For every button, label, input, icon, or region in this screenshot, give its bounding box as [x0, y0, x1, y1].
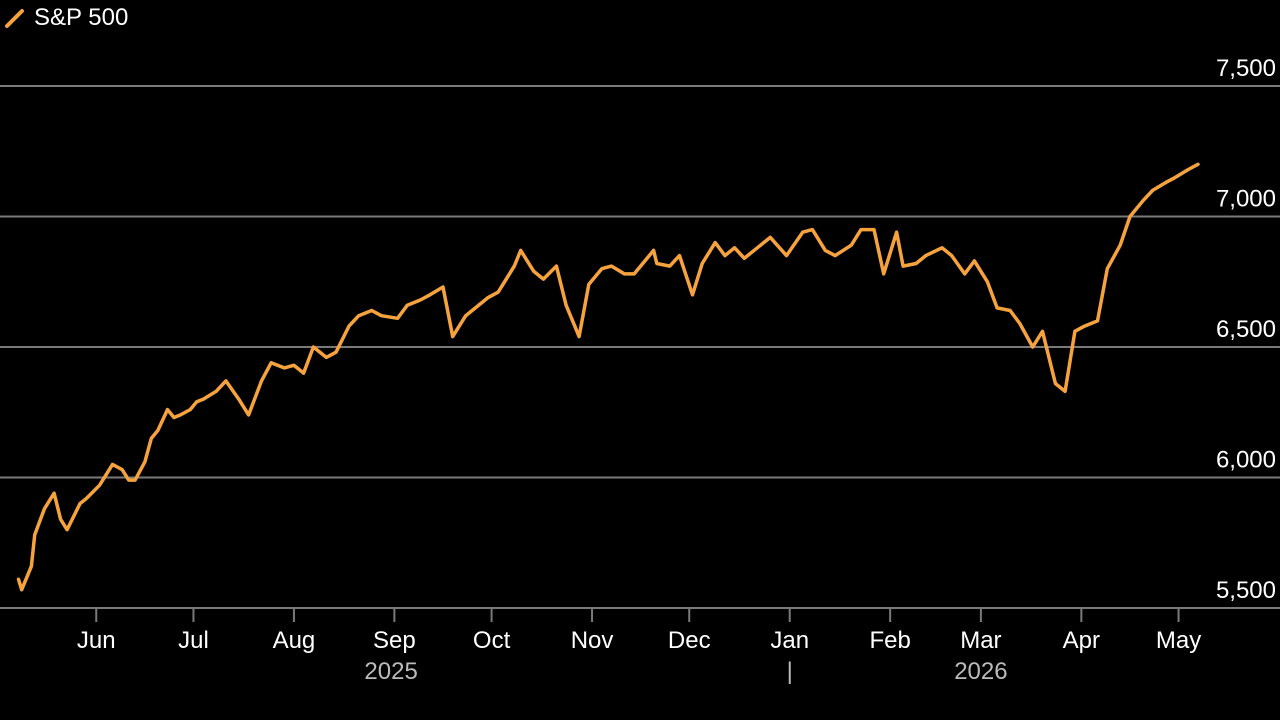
x-tick-label: Aug: [273, 627, 316, 654]
x-tick-label: Mar: [960, 627, 1001, 654]
grid-lines: [0, 85, 1280, 609]
legend-line-icon: [5, 9, 24, 28]
x-tick-label: Nov: [571, 627, 614, 654]
legend-label: S&P 500: [34, 4, 129, 31]
x-tick-label: Feb: [869, 627, 910, 654]
x-tick-label: Jul: [178, 627, 209, 654]
y-axis-labels: 5,500 6,000 6,500 7,000 7,500: [1216, 55, 1276, 604]
x-tick-label: Jan: [770, 627, 809, 654]
x-tick-label: Dec: [668, 627, 711, 654]
x-tick-label: May: [1156, 627, 1201, 654]
year-label: 2025: [364, 658, 417, 685]
y-tick-label: 5,500: [1216, 577, 1276, 604]
x-tick-label: Jun: [77, 627, 116, 654]
y-tick-label: 7,000: [1216, 186, 1276, 213]
y-tick-label: 6,000: [1216, 447, 1276, 474]
x-tick-label: Oct: [473, 627, 511, 654]
x-tick-label: Apr: [1063, 627, 1100, 654]
legend: S&P 500: [4, 4, 128, 32]
y-tick-label: 6,500: [1216, 316, 1276, 343]
year-separator: |: [787, 658, 793, 685]
x-axis: [95, 608, 1180, 622]
series-line-sp500: [16, 162, 1200, 592]
year-label: 2026: [954, 658, 1007, 685]
series-layer: [16, 162, 1200, 592]
x-tick-label: Sep: [373, 627, 416, 654]
y-tick-label: 7,500: [1216, 55, 1276, 82]
x-axis-labels: Jun Jul Aug Sep Oct Nov Dec Jan Feb Mar Apr May 2025…: [77, 627, 1201, 685]
